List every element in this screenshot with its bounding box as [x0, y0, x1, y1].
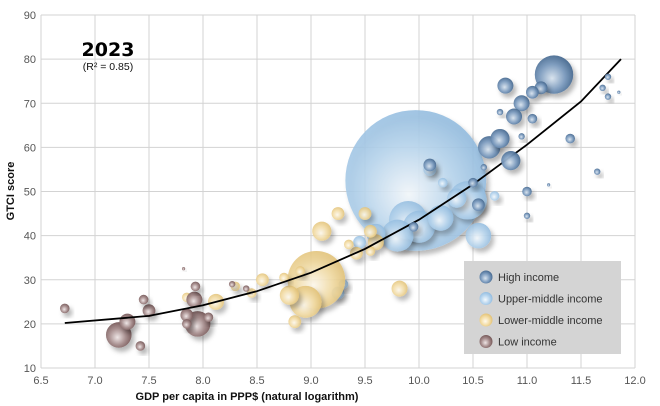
- bubble-high: [513, 95, 530, 112]
- bubble-low: [243, 285, 250, 292]
- legend-item-lower: Lower-middle income: [479, 313, 603, 327]
- y-tick-label: 40: [24, 231, 36, 243]
- bubble-high: [522, 186, 532, 197]
- bubble-high: [501, 151, 521, 171]
- bubble-high: [408, 222, 419, 232]
- legend-label: Lower-middle income: [498, 315, 603, 327]
- bubble-upper: [465, 222, 492, 249]
- x-tick-label: 10.0: [408, 375, 429, 387]
- bubble-low: [135, 341, 146, 351]
- bubble-lower: [256, 273, 269, 287]
- bubble-lower: [279, 285, 299, 305]
- y-tick-label: 70: [24, 98, 36, 110]
- bubble-high: [565, 133, 575, 144]
- legend-label: High income: [498, 272, 559, 284]
- trend-line: [64, 58, 622, 324]
- chart-subtitle-r-squared: (R² = 0.85): [83, 61, 133, 73]
- bubble-high: [547, 183, 551, 187]
- y-tick-label: 20: [24, 319, 36, 331]
- bubble-low: [180, 308, 194, 322]
- bubble-lower: [295, 266, 306, 276]
- bubble-lower: [344, 239, 354, 250]
- legend-swatch-low: [479, 335, 493, 348]
- bubble-high: [496, 108, 504, 116]
- bubble-upper: [489, 191, 500, 201]
- legend-label: Low income: [498, 337, 557, 349]
- y-tick-label: 60: [24, 142, 36, 154]
- bubble-upper: [437, 177, 448, 188]
- legend-item-low: Low income: [479, 335, 557, 349]
- y-axis-ticks: 10 20 30 40 50 60 70 80 90: [24, 10, 36, 375]
- x-axis-ticks: 6.5 7.0 7.5 8.0 8.5 9.0 9.5 10.0 10.5 11.0 11.5 12.…: [33, 375, 645, 387]
- legend-item-high: High income: [479, 270, 559, 284]
- x-tick-label: 10.5: [462, 375, 483, 387]
- bubble-high: [518, 133, 525, 140]
- y-tick-label: 80: [24, 54, 36, 66]
- x-tick-label: 8.5: [249, 375, 264, 387]
- bubble-low: [186, 291, 203, 308]
- y-tick-label: 90: [24, 10, 36, 22]
- bubble-upper: [427, 205, 454, 231]
- bubble-high: [423, 158, 437, 172]
- bubble-low: [203, 312, 214, 323]
- bubble-high: [599, 84, 606, 92]
- bubble-high: [490, 128, 510, 149]
- bubble-high: [604, 73, 612, 80]
- bubble-lower: [279, 272, 289, 283]
- bubble-high: [594, 168, 601, 175]
- bubble-lower: [364, 224, 377, 238]
- bubble-upper: [447, 188, 467, 208]
- x-tick-label: 7.0: [87, 375, 102, 387]
- bubble-high: [527, 113, 538, 124]
- bubble-high: [526, 85, 539, 99]
- bubble-lower: [358, 207, 372, 220]
- x-tick-label: 7.5: [141, 375, 156, 387]
- bubble-high: [468, 177, 478, 188]
- x-axis-title: GDP per capita in PPP$ (natural logarith…: [136, 391, 359, 403]
- bubble-low: [119, 313, 136, 330]
- legend-swatch-upper: [479, 292, 493, 305]
- bubble-high: [480, 164, 487, 171]
- bubble-high: [523, 212, 531, 219]
- bubble-lower: [288, 315, 302, 329]
- bubble-low: [181, 267, 186, 271]
- bubbles-upper-middle-income: [331, 110, 500, 300]
- bubble-lower: [312, 221, 332, 241]
- bubble-lower: [391, 280, 408, 297]
- bubble-high: [472, 198, 485, 212]
- y-tick-label: 10: [24, 363, 36, 375]
- legend-swatch-high: [479, 270, 493, 284]
- bubble-high: [604, 93, 612, 100]
- x-tick-label: 9.5: [357, 375, 372, 387]
- x-tick-label: 11.5: [571, 375, 592, 387]
- y-tick-label: 30: [24, 275, 36, 287]
- bubble-low: [228, 280, 236, 288]
- legend-swatch-lower: [479, 313, 493, 327]
- bubble-low: [59, 303, 70, 314]
- chart-title: 2023: [82, 39, 135, 61]
- bubble-low: [190, 281, 201, 292]
- bubbles-high-income: [408, 55, 621, 232]
- legend: High income Upper-middle income Lower-midd…: [464, 261, 621, 354]
- y-axis-title: GTCI score: [5, 162, 17, 221]
- x-tick-label: 6.5: [33, 375, 48, 387]
- x-tick-label: 12.0: [624, 375, 645, 387]
- bubble-high: [617, 90, 621, 94]
- bubble-low: [138, 294, 149, 305]
- x-tick-label: 8.0: [195, 375, 210, 387]
- legend-label: Upper-middle income: [498, 294, 603, 306]
- legend-item-upper: Upper-middle income: [479, 292, 603, 306]
- bubble-upper: [353, 235, 366, 249]
- bubble-lower: [365, 246, 376, 256]
- bubble-high: [506, 108, 523, 125]
- x-tick-label: 9.0: [303, 375, 318, 387]
- y-tick-label: 50: [24, 187, 36, 199]
- bubble-low: [182, 319, 192, 329]
- x-tick-label: 11.0: [517, 375, 538, 387]
- bubble-lower: [331, 207, 345, 220]
- bubble-high: [497, 77, 514, 94]
- bubble-low: [142, 304, 156, 318]
